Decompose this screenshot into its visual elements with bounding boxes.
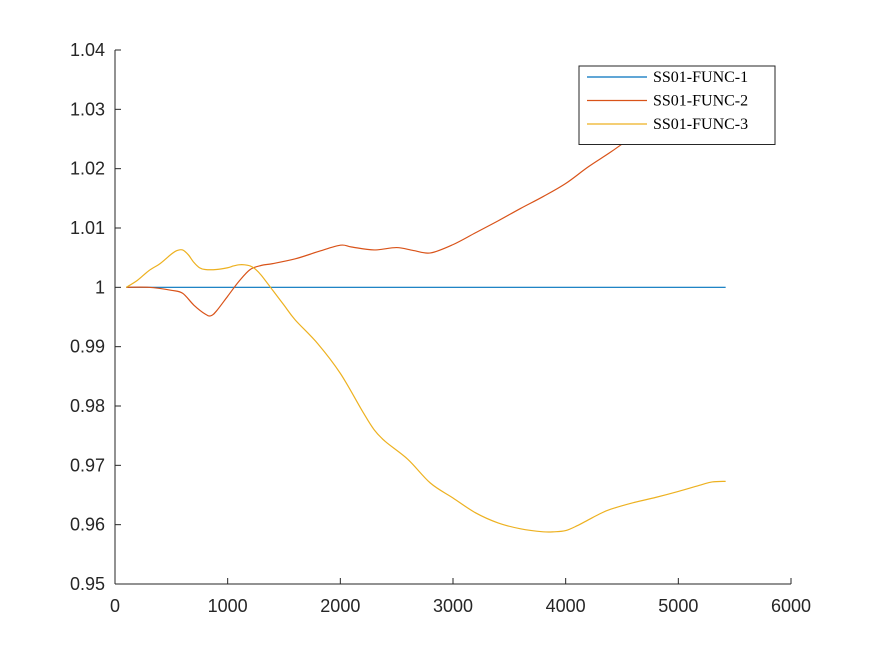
y-tick-label: 0.96: [70, 515, 105, 535]
legend-entries: SS01-FUNC-1 SS01-FUNC-2 SS01-FUNC-3: [587, 69, 748, 133]
y-tick-label: 0.98: [70, 396, 105, 416]
x-axis-ticks: 0 1000 2000 3000 4000 5000 6000: [110, 578, 811, 616]
y-tick-label: 0.97: [70, 455, 105, 475]
x-tick-label: 3000: [433, 596, 473, 616]
x-tick-label: 5000: [658, 596, 698, 616]
y-tick-label: 0.95: [70, 574, 105, 594]
series-layer: [125, 123, 726, 533]
y-axis-ticks: 0.95 0.96 0.97 0.98 0.99 1 1.01 1.02 1.03 1.04: [70, 40, 121, 594]
y-tick-label: 0.99: [70, 337, 105, 357]
x-tick-label: 4000: [546, 596, 586, 616]
series-line-3: [125, 249, 726, 533]
y-tick-label: 1: [95, 277, 105, 297]
x-tick-label: 2000: [320, 596, 360, 616]
x-tick-label: 0: [110, 596, 120, 616]
x-tick-label: 1000: [208, 596, 248, 616]
legend-label-2: SS01-FUNC-2: [653, 93, 748, 110]
y-tick-label: 1.01: [70, 218, 105, 238]
series-line-2: [126, 123, 651, 317]
legend-box: [578, 65, 776, 145]
legend: SS01-FUNC-1 SS01-FUNC-2 SS01-FUNC-3: [578, 65, 776, 145]
y-tick-label: 1.02: [70, 159, 105, 179]
y-tick-label: 1.03: [70, 99, 105, 119]
legend-label-1: SS01-FUNC-1: [653, 69, 748, 86]
x-tick-label: 6000: [771, 596, 811, 616]
y-tick-label: 1.04: [70, 40, 105, 60]
legend-label-3: SS01-FUNC-3: [653, 116, 748, 133]
